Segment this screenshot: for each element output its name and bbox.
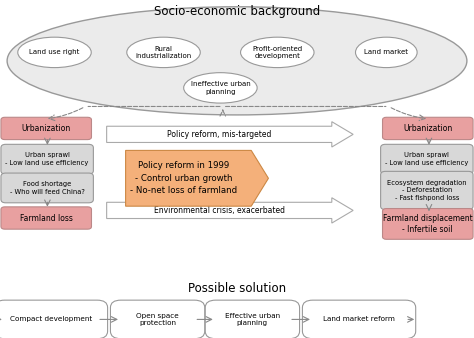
Ellipse shape [240,37,314,68]
FancyBboxPatch shape [205,300,300,338]
Text: Profit-oriented
development: Profit-oriented development [252,46,302,59]
Text: Open space
protection: Open space protection [136,313,179,326]
Ellipse shape [184,73,257,103]
FancyBboxPatch shape [381,144,473,174]
Text: Land use right: Land use right [29,49,80,55]
Text: Farmland displacement
- Infertile soil: Farmland displacement - Infertile soil [383,214,473,234]
Text: Urban sprawl
- Low land use efficiency: Urban sprawl - Low land use efficiency [385,152,468,166]
FancyBboxPatch shape [1,117,91,140]
FancyBboxPatch shape [110,300,205,338]
Ellipse shape [18,37,91,68]
Polygon shape [107,198,353,223]
FancyBboxPatch shape [0,300,108,338]
Text: Food shortage
- Who will feed China?: Food shortage - Who will feed China? [10,181,84,195]
Text: Compact development: Compact development [10,316,92,322]
Text: Urban sprawl
- Low land use efficiency: Urban sprawl - Low land use efficiency [6,152,89,166]
FancyBboxPatch shape [1,173,93,203]
Text: Land market reform: Land market reform [323,316,395,322]
FancyBboxPatch shape [381,171,473,210]
Ellipse shape [7,7,467,115]
Text: Socio-economic background: Socio-economic background [154,5,320,18]
Text: Possible solution: Possible solution [188,283,286,295]
Text: Farmland loss: Farmland loss [20,214,73,222]
Text: Rural
industrialization: Rural industrialization [136,46,191,59]
FancyBboxPatch shape [1,144,93,174]
Text: Effective urban
planning: Effective urban planning [225,313,280,326]
FancyBboxPatch shape [383,209,473,239]
Text: Urbanization: Urbanization [22,124,71,133]
Text: Ineffective urban
planning: Ineffective urban planning [191,81,250,95]
Text: Urbanization: Urbanization [403,124,452,133]
Text: Environmental crisis, exacerbated: Environmental crisis, exacerbated [154,206,285,215]
Text: Policy reform in 1999
- Control urban growth
- No-net loss of farmland: Policy reform in 1999 - Control urban gr… [130,161,237,195]
FancyBboxPatch shape [383,117,473,140]
Text: Ecosystem degradation
- Deforestation
- Fast fishpond loss: Ecosystem degradation - Deforestation - … [387,180,466,201]
Ellipse shape [356,37,417,68]
Polygon shape [107,122,353,147]
Ellipse shape [127,37,200,68]
Polygon shape [126,150,268,206]
Text: Land market: Land market [365,49,408,55]
Text: Policy reform, mis-targeted: Policy reform, mis-targeted [167,130,272,139]
FancyBboxPatch shape [302,300,416,338]
FancyBboxPatch shape [1,207,91,229]
